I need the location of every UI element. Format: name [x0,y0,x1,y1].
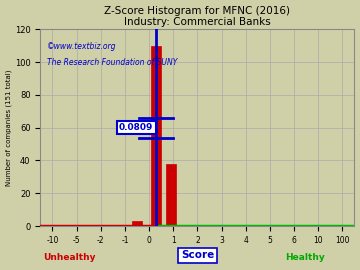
Text: 0.0809: 0.0809 [119,123,153,132]
Bar [152,46,161,226]
Bar [166,164,176,226]
Title: Z-Score Histogram for MFNC (2016)
Industry: Commercial Banks: Z-Score Histogram for MFNC (2016) Indust… [104,6,291,27]
Text: Unhealthy: Unhealthy [44,254,96,262]
Text: The Research Foundation of SUNY: The Research Foundation of SUNY [46,58,177,67]
Text: ©www.textbiz.org: ©www.textbiz.org [46,42,116,51]
Text: Healthy: Healthy [285,254,325,262]
X-axis label: Score: Score [181,250,214,260]
Bar [132,221,142,226]
Y-axis label: Number of companies (151 total): Number of companies (151 total) [5,69,12,186]
